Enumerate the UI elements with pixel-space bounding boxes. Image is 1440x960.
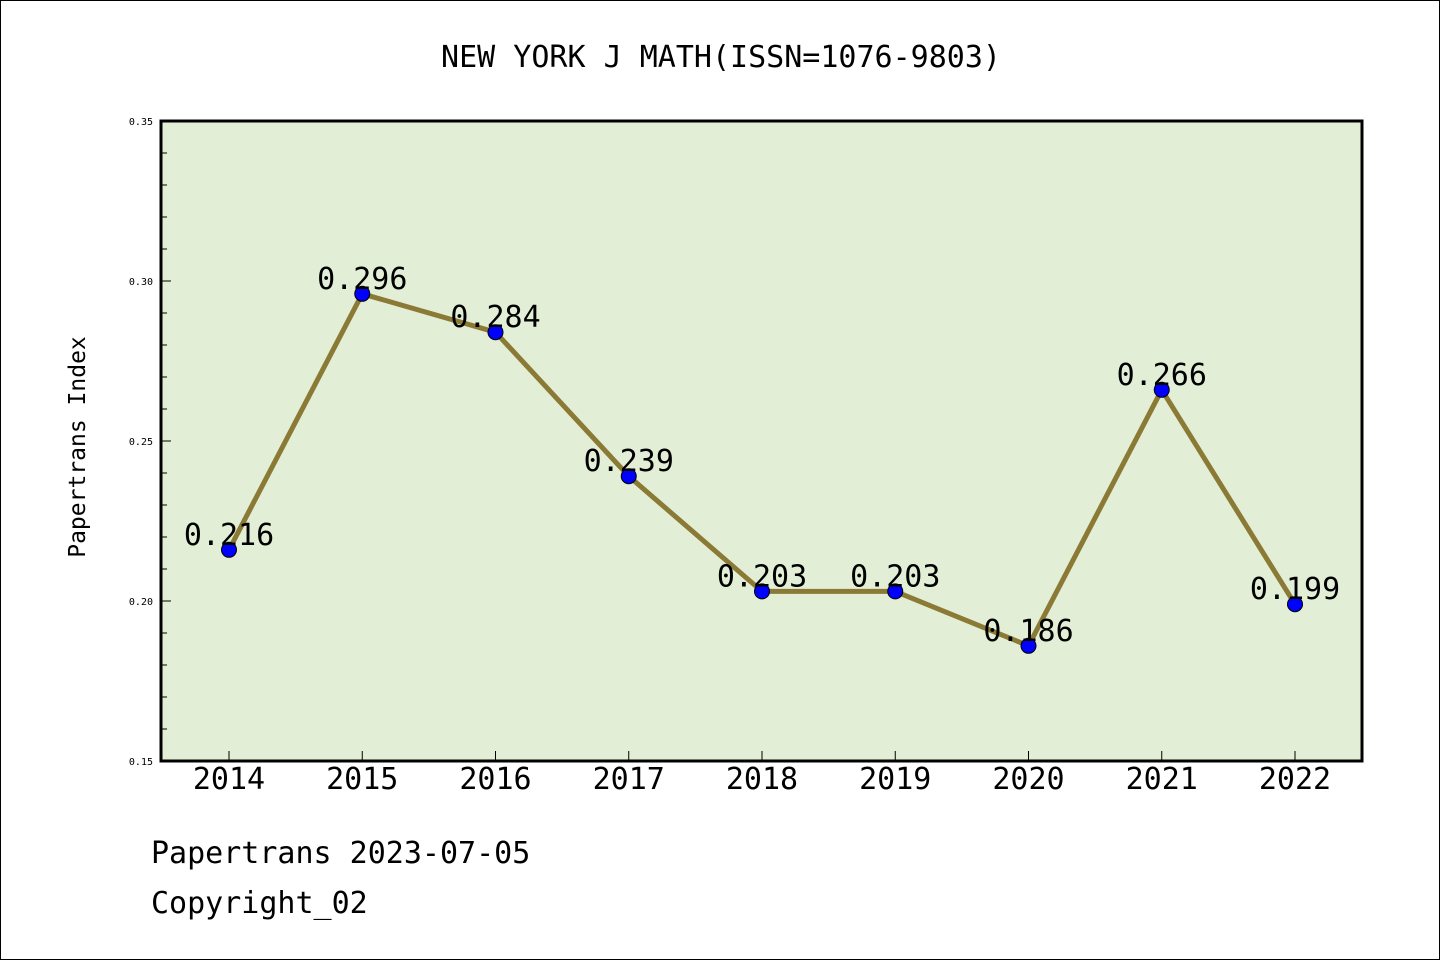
- y-axis-ticks: 0.15 0.20 0.25 0.30 0.35: [129, 117, 171, 768]
- y-tick-label: 0.35: [129, 117, 153, 128]
- y-tick-label: 0.30: [129, 277, 153, 288]
- footer-copyright: Copyright_02: [151, 886, 368, 921]
- y-tick-label: 0.20: [129, 597, 153, 608]
- data-label: 0.203: [850, 559, 940, 594]
- x-tick-label: 2020: [992, 762, 1064, 797]
- data-label: 0.296: [317, 262, 407, 297]
- data-points: [221, 285, 1303, 654]
- data-label: 0.199: [1250, 572, 1340, 607]
- x-tick-label: 2015: [326, 762, 398, 797]
- x-tick-label: 2018: [726, 762, 798, 797]
- data-point: [1287, 596, 1303, 613]
- x-tick-label: 2017: [593, 762, 665, 797]
- x-tick-label: 2014: [193, 762, 265, 797]
- x-axis-ticks: 2014 2015 2016 2017 2018 2019 2020 2021 2022: [193, 751, 1331, 797]
- plot-area: [159, 119, 1364, 763]
- y-tick-label: 0.25: [129, 437, 153, 448]
- data-point: [620, 468, 637, 485]
- data-point: [754, 583, 770, 600]
- data-label: 0.284: [450, 300, 540, 335]
- data-point: [1020, 637, 1037, 654]
- data-label: 0.266: [1117, 358, 1207, 393]
- data-label: 0.216: [184, 518, 274, 553]
- data-point: [487, 324, 504, 341]
- data-point: [887, 583, 904, 600]
- data-point: [221, 541, 237, 558]
- data-label: 0.186: [983, 614, 1073, 649]
- footer-date: Papertrans 2023-07-05: [151, 836, 531, 871]
- x-tick-label: 2022: [1259, 762, 1331, 797]
- data-label: 0.203: [717, 559, 807, 594]
- x-tick-label: 2019: [859, 762, 931, 797]
- y-axis-label: Papertrans Index: [65, 336, 91, 558]
- data-labels: 0.216 0.296 0.284 0.239 0.203 0.203 0.186 0.266…: [184, 262, 1340, 649]
- data-point: [354, 285, 371, 302]
- x-tick-label: 2021: [1126, 762, 1198, 797]
- data-point: [1153, 381, 1170, 398]
- chart-title: NEW YORK J MATH(ISSN=1076-9803): [441, 40, 1001, 75]
- data-label: 0.239: [584, 444, 674, 479]
- x-tick-label: 2016: [459, 762, 531, 797]
- y-tick-label: 0.15: [129, 757, 153, 768]
